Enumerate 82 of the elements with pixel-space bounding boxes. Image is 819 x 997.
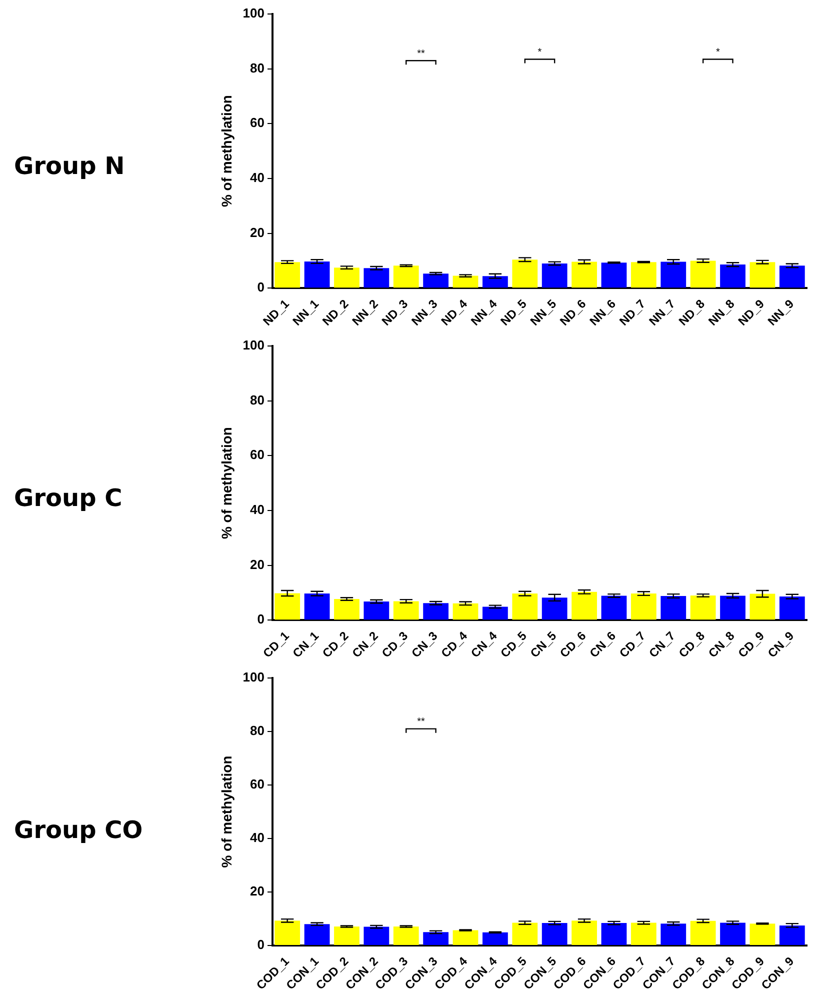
y-tick-label: 100 (242, 338, 264, 353)
bar (542, 598, 568, 620)
bar (720, 596, 746, 620)
bar (304, 594, 330, 620)
bar (601, 596, 627, 620)
annotation: ** (417, 716, 425, 728)
y-axis-title: % of methylation (218, 95, 234, 208)
bar (334, 926, 360, 946)
y-tick-label: 0 (257, 612, 264, 627)
bar (304, 924, 330, 946)
bar (393, 601, 419, 620)
bar (601, 923, 627, 946)
bar (452, 930, 478, 946)
y-tick-label: 60 (250, 776, 264, 792)
y-tick-label: 80 (250, 392, 264, 408)
y-tick-label: 40 (250, 170, 264, 186)
text: Group CO (14, 815, 143, 846)
bar (542, 263, 568, 288)
bar (512, 922, 538, 946)
y-tick-label: 40 (250, 830, 264, 846)
bar (779, 925, 805, 946)
bar (572, 920, 597, 946)
bar (750, 594, 776, 620)
y-tick-label: 100 (242, 670, 264, 685)
bar (423, 603, 449, 620)
bar (364, 926, 390, 946)
bar (660, 924, 686, 946)
y-tick-label: 0 (257, 937, 264, 952)
annotation: * (538, 46, 542, 58)
bar (274, 920, 300, 946)
bar (452, 276, 478, 288)
bar (630, 262, 656, 288)
bar (304, 262, 330, 288)
y-axis-title: % of methylation (218, 427, 234, 540)
y-tick-label: 60 (250, 115, 264, 130)
bar (601, 262, 627, 288)
bar (750, 262, 776, 288)
y-tick-label: 60 (250, 447, 264, 462)
bar (393, 266, 419, 288)
y-tick-label: 20 (250, 556, 264, 572)
bar (660, 262, 686, 288)
y-tick-label: 20 (250, 224, 264, 240)
bar (482, 932, 508, 946)
annotation: * (716, 46, 720, 58)
bar (630, 594, 656, 620)
bar (274, 593, 300, 620)
bar (334, 268, 360, 288)
bar (512, 594, 538, 620)
bar (423, 932, 449, 946)
bar (690, 260, 716, 288)
y-tick-label: 20 (250, 884, 264, 899)
text: Group N (14, 151, 125, 182)
bar (750, 924, 776, 946)
bar (274, 262, 300, 288)
bar (393, 926, 419, 946)
bar (512, 260, 538, 288)
y-tick-label: 40 (250, 502, 264, 518)
annotation: ** (417, 48, 425, 60)
bar (630, 922, 656, 946)
bar (660, 596, 686, 620)
y-tick-label: 100 (242, 6, 264, 21)
bar (482, 276, 508, 288)
bar (542, 923, 568, 946)
y-axis-title: % of methylation (218, 756, 234, 868)
bar (779, 266, 805, 288)
bar (720, 922, 746, 946)
y-tick-label: 80 (250, 723, 264, 738)
bar (334, 599, 360, 620)
y-tick-label: 0 (257, 280, 264, 295)
bar (720, 264, 746, 288)
bar (690, 920, 716, 946)
bar (423, 274, 449, 288)
bar (779, 596, 805, 620)
bar (452, 603, 478, 620)
bar (572, 592, 597, 620)
y-tick-label: 80 (250, 60, 264, 76)
text: Group C (14, 483, 122, 514)
bar (690, 595, 716, 620)
bar (364, 601, 390, 620)
bar (482, 606, 508, 620)
bar (364, 268, 390, 288)
bar (572, 262, 597, 288)
